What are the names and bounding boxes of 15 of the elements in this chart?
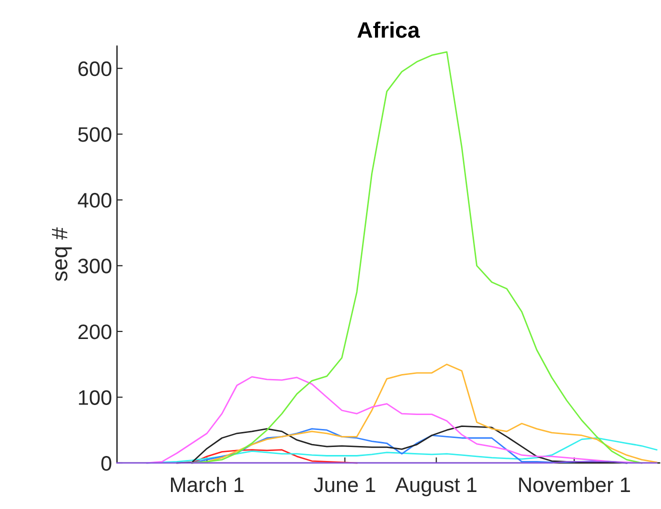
x-tick-label: August 1 <box>395 478 476 496</box>
y-tick-label: 300 <box>78 258 112 274</box>
y-tick-label: 500 <box>78 127 112 142</box>
y-tick-label: 100 <box>78 390 112 405</box>
x-tick-label: March 1 <box>171 476 244 492</box>
line-series <box>191 51 642 464</box>
x-tick-label: November 1 <box>519 476 630 492</box>
chart-title: Africa <box>357 22 420 38</box>
y-tick-label: 400 <box>78 192 112 208</box>
line-series <box>191 449 358 464</box>
y-tick-label: 200 <box>78 324 112 340</box>
y-tick-label: 0 <box>101 456 112 471</box>
x-tick-label: June 1 <box>314 478 376 492</box>
y-tick-label: 600 <box>78 61 112 76</box>
y-axis-title: seq # <box>52 227 72 282</box>
